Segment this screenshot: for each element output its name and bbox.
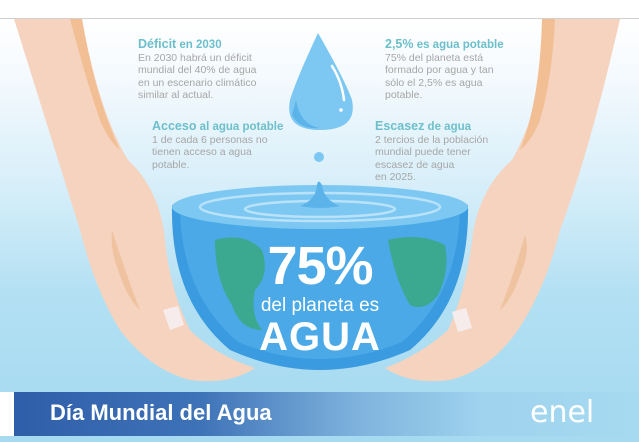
fact-body: 1 de cada 6 personas no tienen acceso a … — [152, 133, 268, 171]
fact-title-strong: Acceso — [152, 119, 197, 133]
fact-agua-potable: 2,5% es agua potable 75% del planeta est… — [385, 38, 504, 102]
fact-title-rest: en 2030 — [176, 39, 222, 51]
fact-acceso: Acceso al agua potable 1 de cada 6 perso… — [152, 120, 283, 171]
fact-title-rest: de agua — [424, 121, 472, 133]
fact-title-strong: Escasez — [375, 119, 425, 133]
footer-strip — [0, 436, 639, 442]
fact-body: En 2030 habrá un déficit mundial del 40%… — [138, 51, 257, 102]
fact-escasez: Escasez de agua 2 tercios de la població… — [375, 120, 488, 184]
banner-title: Día Mundial del Agua — [50, 400, 272, 425]
headline-number: 75% — [267, 236, 373, 296]
bottom-banner — [14, 392, 639, 436]
fact-title-strong: 2,5% — [385, 37, 414, 51]
fact-body: 2 tercios de la población mundial puede … — [375, 133, 489, 184]
top-divider — [0, 18, 639, 19]
headline-word: AGUA — [259, 315, 381, 359]
right-hand-illustration — [385, 19, 620, 382]
left-hand-illustration — [14, 19, 255, 382]
fact-deficit: Déficit en 2030 En 2030 habrá un déficit… — [138, 38, 257, 102]
water-drop-icon — [289, 33, 353, 162]
fact-title-rest: es agua potable — [413, 39, 504, 51]
earth-bowl-icon — [171, 181, 469, 370]
fact-title-rest: al agua potable — [196, 121, 284, 133]
enel-logo: enel — [530, 395, 595, 430]
headline-subtitle: del planeta es — [260, 295, 380, 316]
fact-body: 75% del planeta está formado por agua y … — [385, 51, 494, 102]
banner-left-strip — [0, 392, 14, 436]
fact-title-strong: Déficit — [138, 37, 177, 51]
